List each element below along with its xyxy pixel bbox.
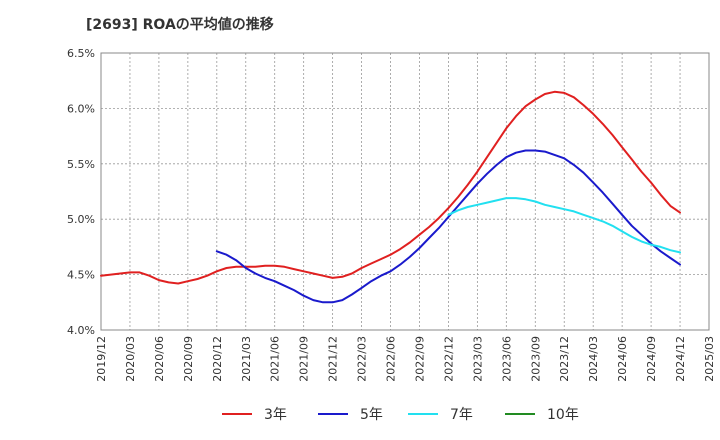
series-line	[447, 197, 681, 254]
plot-frame	[100, 52, 710, 331]
series-lines	[100, 90, 681, 304]
x-tick-label: 2022/06	[385, 336, 398, 382]
x-tick-label: 2020/03	[124, 336, 137, 382]
legend-label: 10年	[547, 407, 579, 423]
x-tick-label: 2020/06	[153, 336, 166, 382]
x-tick-label: 2023/06	[500, 336, 513, 382]
y-axis: 4.0% 4.5% 5.0% 5.5% 6.0% 6.5%	[67, 47, 95, 337]
legend-label: 7年	[450, 407, 473, 423]
legend: 3年 5年 7年 10年	[222, 407, 579, 423]
legend-label: 3年	[264, 407, 287, 423]
y-tick-label: 6.0%	[67, 102, 95, 115]
x-tick-label: 2021/03	[240, 336, 253, 382]
x-axis: 2019/12 2020/03 2020/06 2020/09 2020/12 2021/…	[95, 336, 716, 382]
x-tick-label: 2020/12	[211, 336, 224, 382]
y-tick-label: 4.5%	[67, 269, 95, 282]
x-tick-label: 2024/09	[645, 336, 658, 382]
series-line	[215, 149, 681, 304]
x-tick-label: 2023/09	[529, 336, 542, 382]
grid	[100, 52, 710, 331]
x-tick-label: 2025/03	[703, 336, 716, 382]
x-tick-label: 2021/06	[269, 336, 282, 382]
legend-label: 5年	[360, 407, 383, 423]
x-tick-label: 2021/12	[327, 336, 340, 382]
x-tick-label: 2024/12	[674, 336, 687, 382]
x-tick-label: 2024/06	[616, 336, 629, 382]
x-tick-label: 2023/12	[558, 336, 571, 382]
x-tick-label: 2019/12	[95, 336, 108, 382]
x-tick-label: 2023/03	[471, 336, 484, 382]
y-tick-label: 6.5%	[67, 47, 95, 60]
y-tick-label: 5.5%	[67, 158, 95, 171]
y-tick-label: 5.0%	[67, 213, 95, 226]
x-tick-label: 2021/09	[298, 336, 311, 382]
x-tick-label: 2022/09	[413, 336, 426, 382]
x-tick-label: 2022/03	[356, 336, 369, 382]
x-tick-label: 2024/03	[587, 336, 600, 382]
y-tick-label: 4.0%	[67, 324, 95, 337]
x-tick-label: 2020/09	[182, 336, 195, 382]
chart-title: [2693] ROAの平均値の推移	[86, 17, 274, 33]
series-line	[100, 90, 681, 285]
x-tick-label: 2022/12	[442, 336, 455, 382]
